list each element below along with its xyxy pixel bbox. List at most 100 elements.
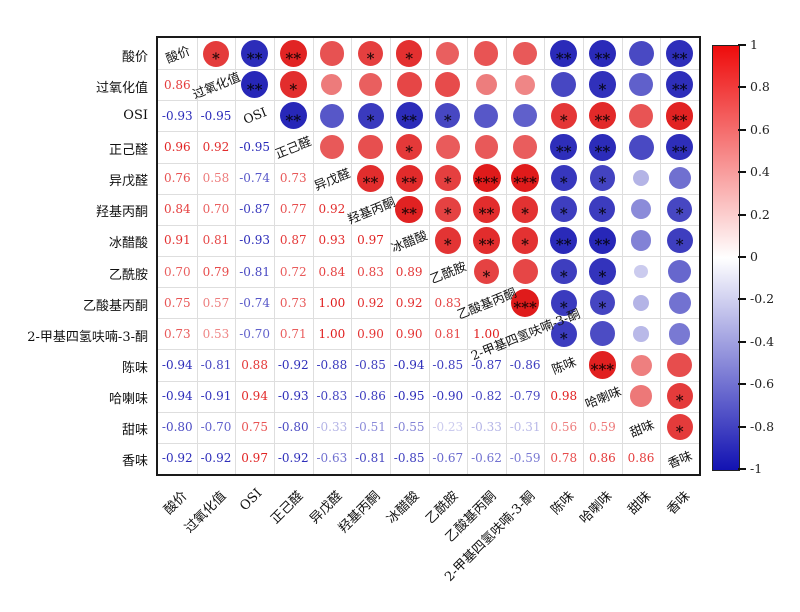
significance-stars: * bbox=[405, 48, 414, 67]
corr-value: 0.73 bbox=[279, 171, 307, 186]
corr-value: 0.92 bbox=[395, 295, 423, 310]
corr-circle bbox=[589, 165, 616, 191]
colorbar-tick bbox=[738, 298, 746, 301]
significance-stars: * bbox=[598, 266, 607, 285]
corr-circle bbox=[319, 41, 345, 66]
significance-stars: ** bbox=[401, 111, 418, 130]
significance-stars: *** bbox=[513, 173, 537, 192]
diagonal-label: 香味 bbox=[665, 447, 695, 471]
gridline-h bbox=[158, 411, 699, 413]
row-label: 异戊醛 bbox=[108, 174, 148, 190]
diagonal-label: 异戊醛 bbox=[312, 165, 353, 194]
column-label: 冰醋酸 bbox=[384, 488, 423, 528]
corr-circle bbox=[589, 71, 616, 99]
corr-value: 0.86 bbox=[627, 451, 655, 466]
corr-circle bbox=[550, 102, 577, 129]
corr-circle bbox=[512, 259, 538, 285]
gridline-h bbox=[158, 442, 699, 444]
corr-circle bbox=[434, 227, 461, 254]
significance-stars: *** bbox=[474, 173, 499, 192]
corr-value: -0.74 bbox=[239, 171, 270, 186]
corr-value: -0.87 bbox=[239, 202, 270, 217]
corr-value: -0.67 bbox=[432, 451, 464, 466]
corr-circle bbox=[395, 164, 423, 192]
significance-stars: * bbox=[443, 204, 452, 223]
corr-circle bbox=[633, 294, 650, 311]
corr-value: 0.83 bbox=[434, 295, 462, 310]
corr-value: 0.91 bbox=[163, 233, 191, 248]
significance-stars: * bbox=[482, 266, 491, 285]
row-label: 哈喇味 bbox=[108, 392, 148, 408]
corr-value: 0.86 bbox=[163, 77, 191, 92]
significance-stars: ** bbox=[555, 235, 572, 254]
corr-circle bbox=[513, 135, 537, 159]
colorbar-tick-label: 0.8 bbox=[750, 79, 770, 95]
significance-stars: * bbox=[675, 235, 684, 254]
significance-stars: * bbox=[443, 111, 452, 130]
significance-stars: ** bbox=[671, 111, 688, 130]
corr-circle bbox=[395, 195, 423, 224]
corr-value: -0.81 bbox=[239, 264, 270, 279]
colorbar-tick bbox=[738, 425, 746, 428]
corr-circle bbox=[630, 230, 652, 251]
gridline-v bbox=[621, 38, 623, 474]
row-label: 过氧化值 bbox=[95, 80, 148, 96]
corr-circle bbox=[550, 226, 578, 254]
corr-value: 0.73 bbox=[163, 326, 191, 341]
corr-value: -0.92 bbox=[277, 357, 309, 372]
significance-stars: * bbox=[598, 204, 607, 223]
colorbar-tick bbox=[738, 468, 746, 470]
corr-circle bbox=[589, 258, 616, 285]
corr-circle bbox=[357, 102, 384, 129]
gridline-v bbox=[467, 38, 469, 474]
corr-circle bbox=[589, 196, 616, 223]
significance-stars: * bbox=[675, 204, 684, 223]
corr-value: 0.89 bbox=[395, 264, 423, 279]
corr-value: 0.90 bbox=[357, 326, 384, 341]
column-label: 酸价 bbox=[161, 488, 191, 518]
significance-stars: * bbox=[675, 391, 684, 410]
corr-value: -0.55 bbox=[393, 420, 425, 435]
significance-stars: * bbox=[366, 48, 375, 67]
diagonal-label: 2-甲基四氢呋喃-3-酮 bbox=[468, 306, 583, 364]
corr-value: -0.33 bbox=[471, 420, 502, 435]
corr-value: -0.93 bbox=[277, 389, 309, 404]
corr-value: -0.23 bbox=[432, 420, 464, 435]
corr-circle bbox=[357, 164, 384, 192]
corr-circle bbox=[474, 135, 499, 159]
diagonal-label: 乙酸基丙酮 bbox=[455, 284, 519, 323]
corr-value: 0.98 bbox=[550, 389, 578, 404]
significance-stars: ** bbox=[594, 142, 611, 161]
significance-stars: ** bbox=[555, 142, 572, 161]
significance-stars: ** bbox=[594, 48, 611, 67]
corr-circle bbox=[666, 414, 693, 441]
significance-stars: * bbox=[443, 235, 452, 254]
colorbar-tick-label: 1 bbox=[750, 37, 758, 52]
corr-value: 0.92 bbox=[357, 295, 384, 310]
corr-circle bbox=[629, 73, 653, 97]
diagonal-label: 哈喇味 bbox=[582, 383, 623, 412]
corr-value: 0.75 bbox=[163, 295, 191, 310]
corr-value: -0.63 bbox=[316, 451, 348, 466]
corr-circle bbox=[396, 133, 423, 160]
corr-value: 0.53 bbox=[202, 326, 230, 341]
corr-circle bbox=[473, 195, 500, 223]
corr-circle bbox=[668, 260, 692, 283]
corr-circle bbox=[630, 354, 652, 376]
significance-stars: * bbox=[559, 204, 568, 223]
significance-stars: ** bbox=[671, 142, 688, 161]
significance-stars: ** bbox=[594, 111, 611, 130]
row-label: 陈味 bbox=[121, 361, 148, 376]
corr-value: 1.00 bbox=[318, 295, 346, 310]
column-label: 哈喇味 bbox=[577, 488, 616, 528]
corr-value: -0.33 bbox=[316, 420, 348, 435]
corr-circle bbox=[358, 73, 383, 97]
corr-circle bbox=[628, 134, 654, 160]
corr-circle bbox=[628, 41, 654, 66]
colorbar-tick-label: 0.6 bbox=[750, 121, 770, 137]
significance-stars: * bbox=[559, 266, 568, 285]
corr-circle bbox=[550, 165, 577, 192]
corr-value: 0.90 bbox=[395, 326, 423, 341]
corr-circle bbox=[588, 102, 616, 130]
corr-circle bbox=[666, 40, 694, 67]
